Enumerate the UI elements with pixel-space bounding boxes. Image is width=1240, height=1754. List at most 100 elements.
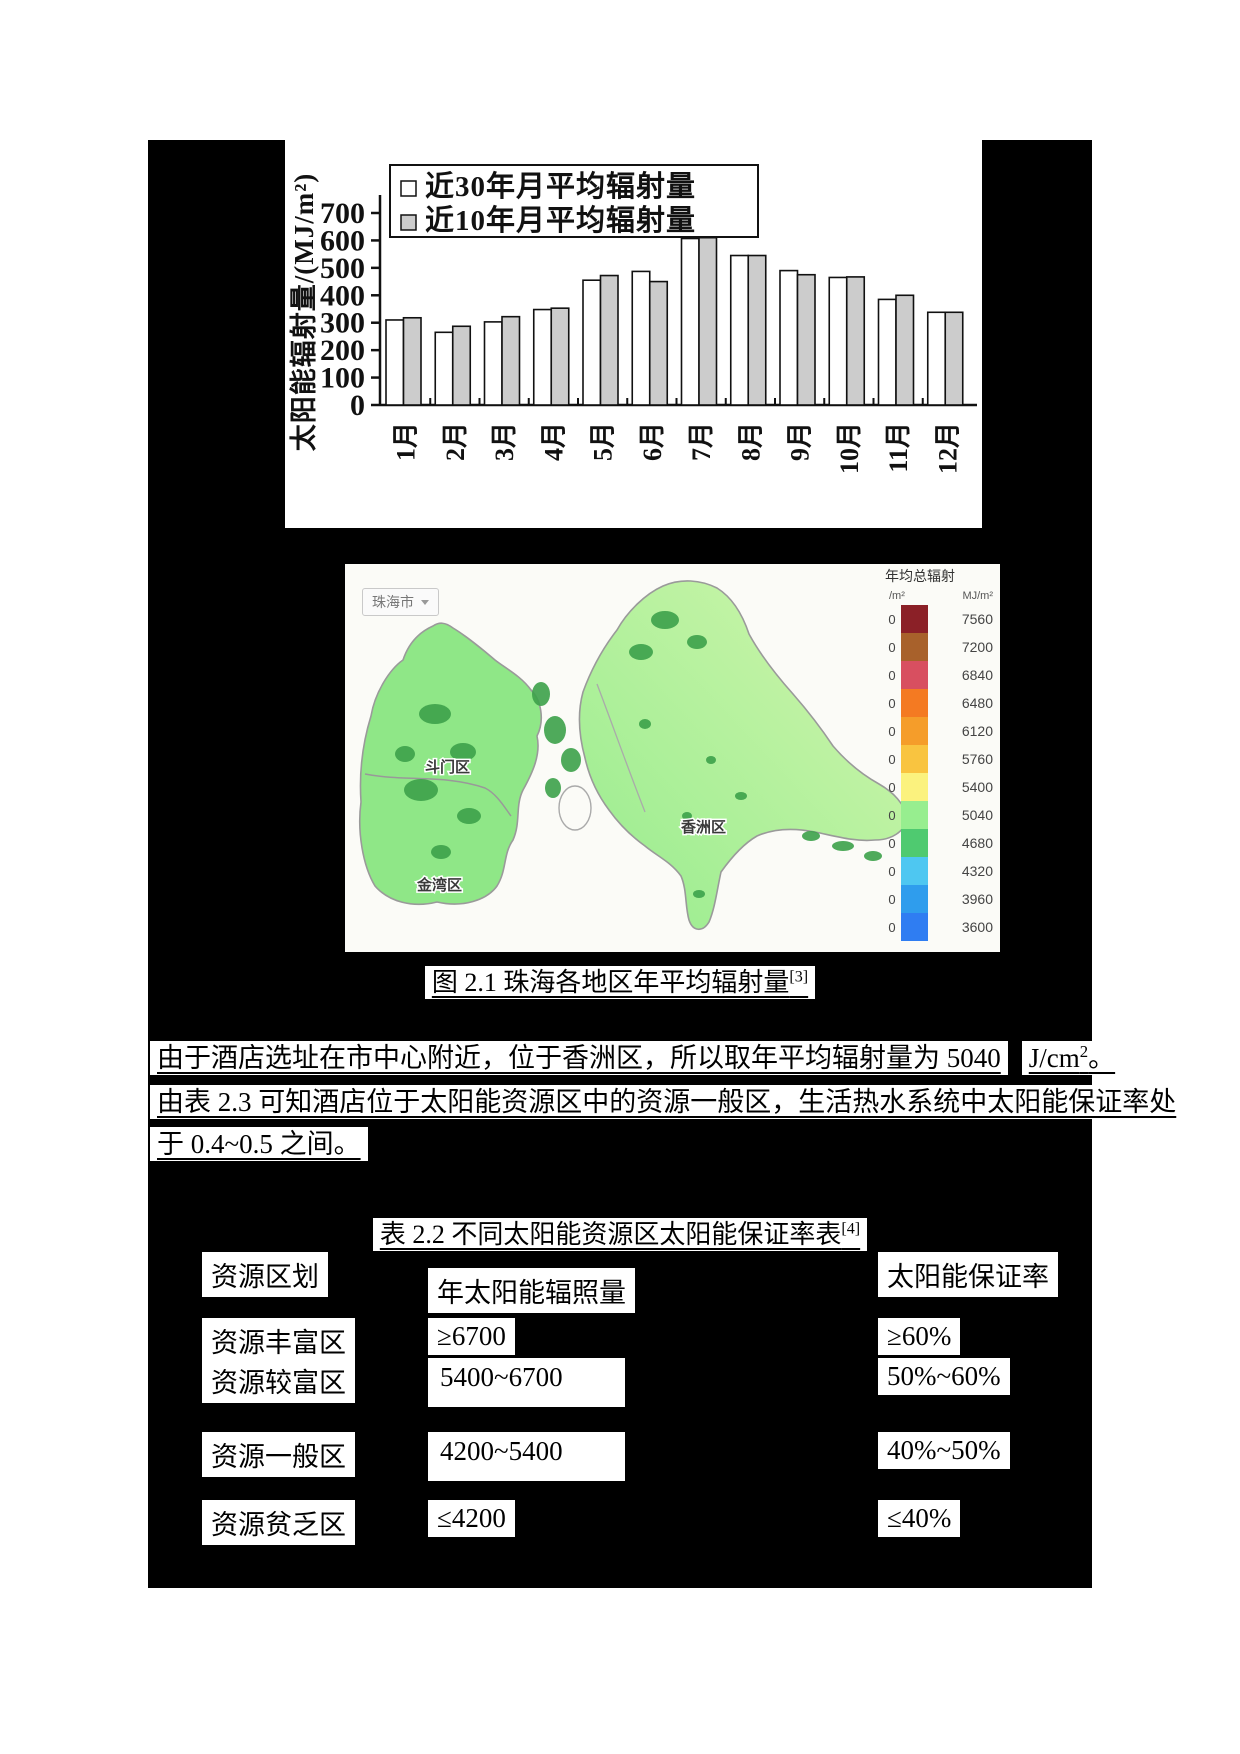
legend-value: 3600	[961, 919, 993, 935]
legend-color-swatch	[901, 801, 928, 829]
x-category-label: 9月	[786, 422, 815, 461]
legend-color-swatch	[901, 857, 928, 885]
bar-12月-series1	[926, 311, 947, 406]
legend-color-swatch	[901, 745, 928, 773]
table-caption-reference: [4]	[841, 1220, 861, 1238]
legend-unit-left: /m²	[889, 590, 905, 602]
legend-value: 7200	[961, 639, 993, 655]
legend-left-value: 0	[888, 723, 896, 739]
y-tick-label: 100	[320, 362, 365, 395]
zhuhai-radiation-map: 斗门区 金湾区 香洲区 珠海市 年均总辐射 /m² MJ/m² 0 7560 0 72…	[345, 564, 1000, 952]
bar-5月-series1	[582, 279, 602, 406]
legend-swatch-series2	[400, 214, 417, 231]
y-tick-label: 200	[320, 334, 365, 367]
map-east-landmass	[578, 580, 908, 931]
legend-row: 0 5040	[883, 801, 995, 829]
bar-11月-series2	[895, 294, 915, 406]
legend-swatch-series1	[400, 180, 417, 197]
paragraph-resource-zone-line2: 于 0.4~0.5 之间。	[150, 1122, 368, 1161]
bar-10月-series2	[845, 276, 866, 406]
legend-left-value: 0	[888, 611, 896, 627]
region-label-xiangzhou: 香洲区	[681, 818, 726, 836]
table-cell-row3-rate: 40%~50%	[878, 1432, 1010, 1469]
legend-color-swatch	[901, 829, 928, 857]
legend-title: 年均总辐射	[885, 568, 955, 584]
table-cell-row4-zone: 资源贫乏区	[202, 1500, 355, 1545]
legend-row: 0 6120	[883, 717, 995, 745]
x-category-label: 2月	[441, 422, 470, 461]
x-category-label: 7月	[687, 422, 716, 461]
chevron-down-icon	[421, 599, 429, 605]
bar-4月-series2	[550, 307, 570, 406]
table-cell-row2-rate: 50%~60%	[878, 1358, 1010, 1395]
bar-3月-series2	[501, 315, 521, 406]
map-west-island	[358, 622, 543, 906]
legend-label-series1: 近30年月平均辐射量	[425, 169, 696, 203]
legend-left-value: 0	[888, 835, 896, 851]
paragraph-resource-zone-line1: 由表 2.3 可知酒店位于太阳能资源区中的资源一般区，生活热水系统中太阳能保证率…	[150, 1080, 1184, 1119]
chart-legend-box	[389, 164, 759, 238]
legend-color-swatch	[901, 633, 928, 661]
table-cell-row2-zone: 资源较富区	[202, 1358, 355, 1403]
legend-value: 5400	[961, 779, 993, 795]
bar-1月-series2	[402, 316, 422, 406]
legend-left-value: 0	[888, 667, 896, 683]
legend-color-swatch	[901, 661, 928, 689]
table-cell-row1-radiation: ≥6700	[428, 1318, 515, 1355]
legend-left-value: 0	[888, 695, 896, 711]
legend-left-value: 0	[888, 779, 896, 795]
table-cell-row1-rate: ≥60%	[878, 1318, 961, 1355]
legend-row: 0 6480	[883, 689, 995, 717]
table-cell-row3-radiation: 4200~5400	[428, 1432, 625, 1481]
legend-value: 3960	[961, 891, 993, 907]
region-label-jinwan: 金湾区	[416, 876, 462, 894]
legend-value: 4320	[961, 863, 993, 879]
city-selector-label: 珠海市	[372, 594, 414, 610]
figure-caption: 图 2.1 珠海各地区年平均辐射量[3]	[148, 962, 1092, 999]
table-cell-row4-radiation: ≤4200	[428, 1500, 515, 1537]
legend-left-value: 0	[888, 807, 896, 823]
bar-6月-series1	[631, 270, 651, 406]
bar-7月-series1	[680, 237, 700, 406]
legend-row: 0 4680	[883, 829, 995, 857]
y-tick-label: 300	[320, 307, 365, 340]
bar-8月-series2	[747, 254, 767, 406]
radiation-color-legend: 年均总辐射 /m² MJ/m² 0 7560 0 7200 0 6840 0 6480 0 612…	[883, 566, 995, 941]
legend-color-swatch	[901, 773, 928, 801]
y-tick-label: 0	[350, 389, 365, 422]
y-tick-label: 500	[320, 252, 365, 285]
x-category-label: 11月	[884, 422, 913, 473]
table-caption-text: 表 2.2 不同太阳能资源区太阳能保证率表	[379, 1220, 842, 1249]
x-category-label: 4月	[539, 422, 568, 461]
x-category-label: 8月	[736, 422, 765, 461]
map-district-border-2	[596, 683, 646, 813]
figure-caption-text: 图 2.1 珠海各地区年平均辐射量	[431, 968, 790, 997]
bar-4月-series1	[532, 308, 553, 406]
legend-row: 0 5760	[883, 745, 995, 773]
y-axis-title: 太阳能辐射量/(MJ/m²)	[288, 173, 319, 452]
solar-guarantee-rate-table: 资源区划 年太阳能辐照量 太阳能保证率 资源丰富区 ≥6700 ≥60% 资源较富区 5400…	[202, 1252, 1072, 1572]
legend-row: 0 4320	[883, 857, 995, 885]
table-header-col2: 年太阳能辐照量	[428, 1268, 635, 1313]
paragraph-1-text: 由于酒店选址在市中心附近，位于香洲区，所以取年平均辐射量为 5040	[150, 1041, 1008, 1075]
table-caption: 表 2.2 不同太阳能资源区太阳能保证率表[4]	[148, 1214, 1092, 1251]
map-canvas: 斗门区 金湾区 香洲区	[358, 580, 908, 931]
legend-row: 0 3600	[883, 913, 995, 941]
bar-2月-series2	[451, 325, 472, 406]
table-cell-row4-rate: ≤40%	[878, 1500, 961, 1537]
bar-11月-series1	[877, 298, 897, 406]
legend-row: 0 7560	[883, 605, 995, 633]
legend-unit-headers: /m² MJ/m²	[889, 590, 993, 602]
city-selector-dropdown[interactable]: 珠海市	[362, 588, 439, 616]
legend-label-series2: 近10年月平均辐射量	[425, 203, 696, 237]
legend-color-swatch	[901, 605, 928, 633]
bar-9月-series2	[796, 273, 816, 406]
bar-2月-series1	[434, 331, 454, 406]
bar-12月-series2	[944, 311, 964, 406]
legend-left-value: 0	[888, 891, 896, 907]
bar-6月-series2	[648, 280, 669, 406]
paragraph-1-unit: J/cm2。	[1021, 1041, 1142, 1075]
table-cell-row3-zone: 资源一般区	[202, 1432, 355, 1477]
map-hill-patches	[395, 611, 882, 898]
